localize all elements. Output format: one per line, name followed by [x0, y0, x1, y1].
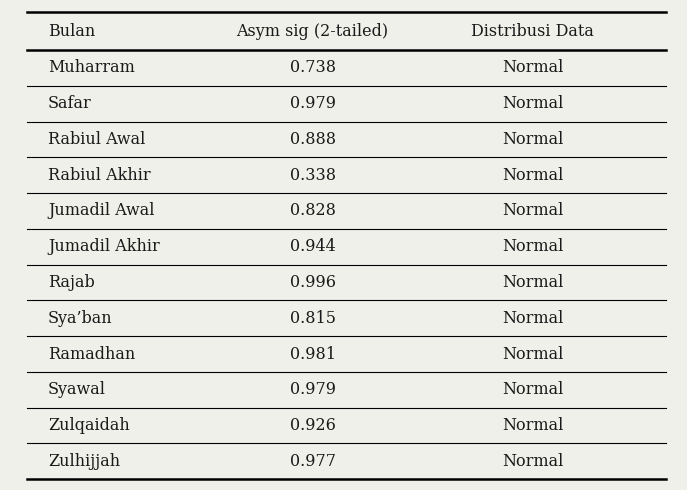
Text: Rajab: Rajab [48, 274, 95, 291]
Text: Zulqaidah: Zulqaidah [48, 417, 130, 434]
Text: Safar: Safar [48, 95, 92, 112]
Text: Normal: Normal [502, 417, 563, 434]
Text: Asym sig (2-tailed): Asym sig (2-tailed) [236, 24, 389, 40]
Text: 0.979: 0.979 [290, 381, 335, 398]
Text: Jumadil Awal: Jumadil Awal [48, 202, 155, 220]
Text: Normal: Normal [502, 95, 563, 112]
Text: 0.338: 0.338 [290, 167, 335, 184]
Text: Rabiul Awal: Rabiul Awal [48, 131, 146, 148]
Text: Normal: Normal [502, 453, 563, 470]
Text: Normal: Normal [502, 238, 563, 255]
Text: 0.828: 0.828 [290, 202, 335, 220]
Text: 0.996: 0.996 [290, 274, 335, 291]
Text: Normal: Normal [502, 345, 563, 363]
Text: Normal: Normal [502, 131, 563, 148]
Text: Normal: Normal [502, 310, 563, 327]
Text: Normal: Normal [502, 274, 563, 291]
Text: 0.738: 0.738 [290, 59, 335, 76]
Text: Zulhijjah: Zulhijjah [48, 453, 120, 470]
Text: 0.926: 0.926 [290, 417, 335, 434]
Text: Sya’ban: Sya’ban [48, 310, 113, 327]
Text: 0.979: 0.979 [290, 95, 335, 112]
Text: 0.815: 0.815 [290, 310, 335, 327]
Text: Normal: Normal [502, 167, 563, 184]
Text: Rabiul Akhir: Rabiul Akhir [48, 167, 150, 184]
Text: 0.981: 0.981 [290, 345, 335, 363]
Text: Bulan: Bulan [48, 24, 95, 40]
Text: Normal: Normal [502, 381, 563, 398]
Text: Distribusi Data: Distribusi Data [471, 24, 594, 40]
Text: Jumadil Akhir: Jumadil Akhir [48, 238, 160, 255]
Text: 0.888: 0.888 [290, 131, 335, 148]
Text: Syawal: Syawal [48, 381, 106, 398]
Text: 0.977: 0.977 [290, 453, 335, 470]
Text: 0.944: 0.944 [290, 238, 335, 255]
Text: Normal: Normal [502, 202, 563, 220]
Text: Normal: Normal [502, 59, 563, 76]
Text: Ramadhan: Ramadhan [48, 345, 135, 363]
Text: Muharram: Muharram [48, 59, 135, 76]
